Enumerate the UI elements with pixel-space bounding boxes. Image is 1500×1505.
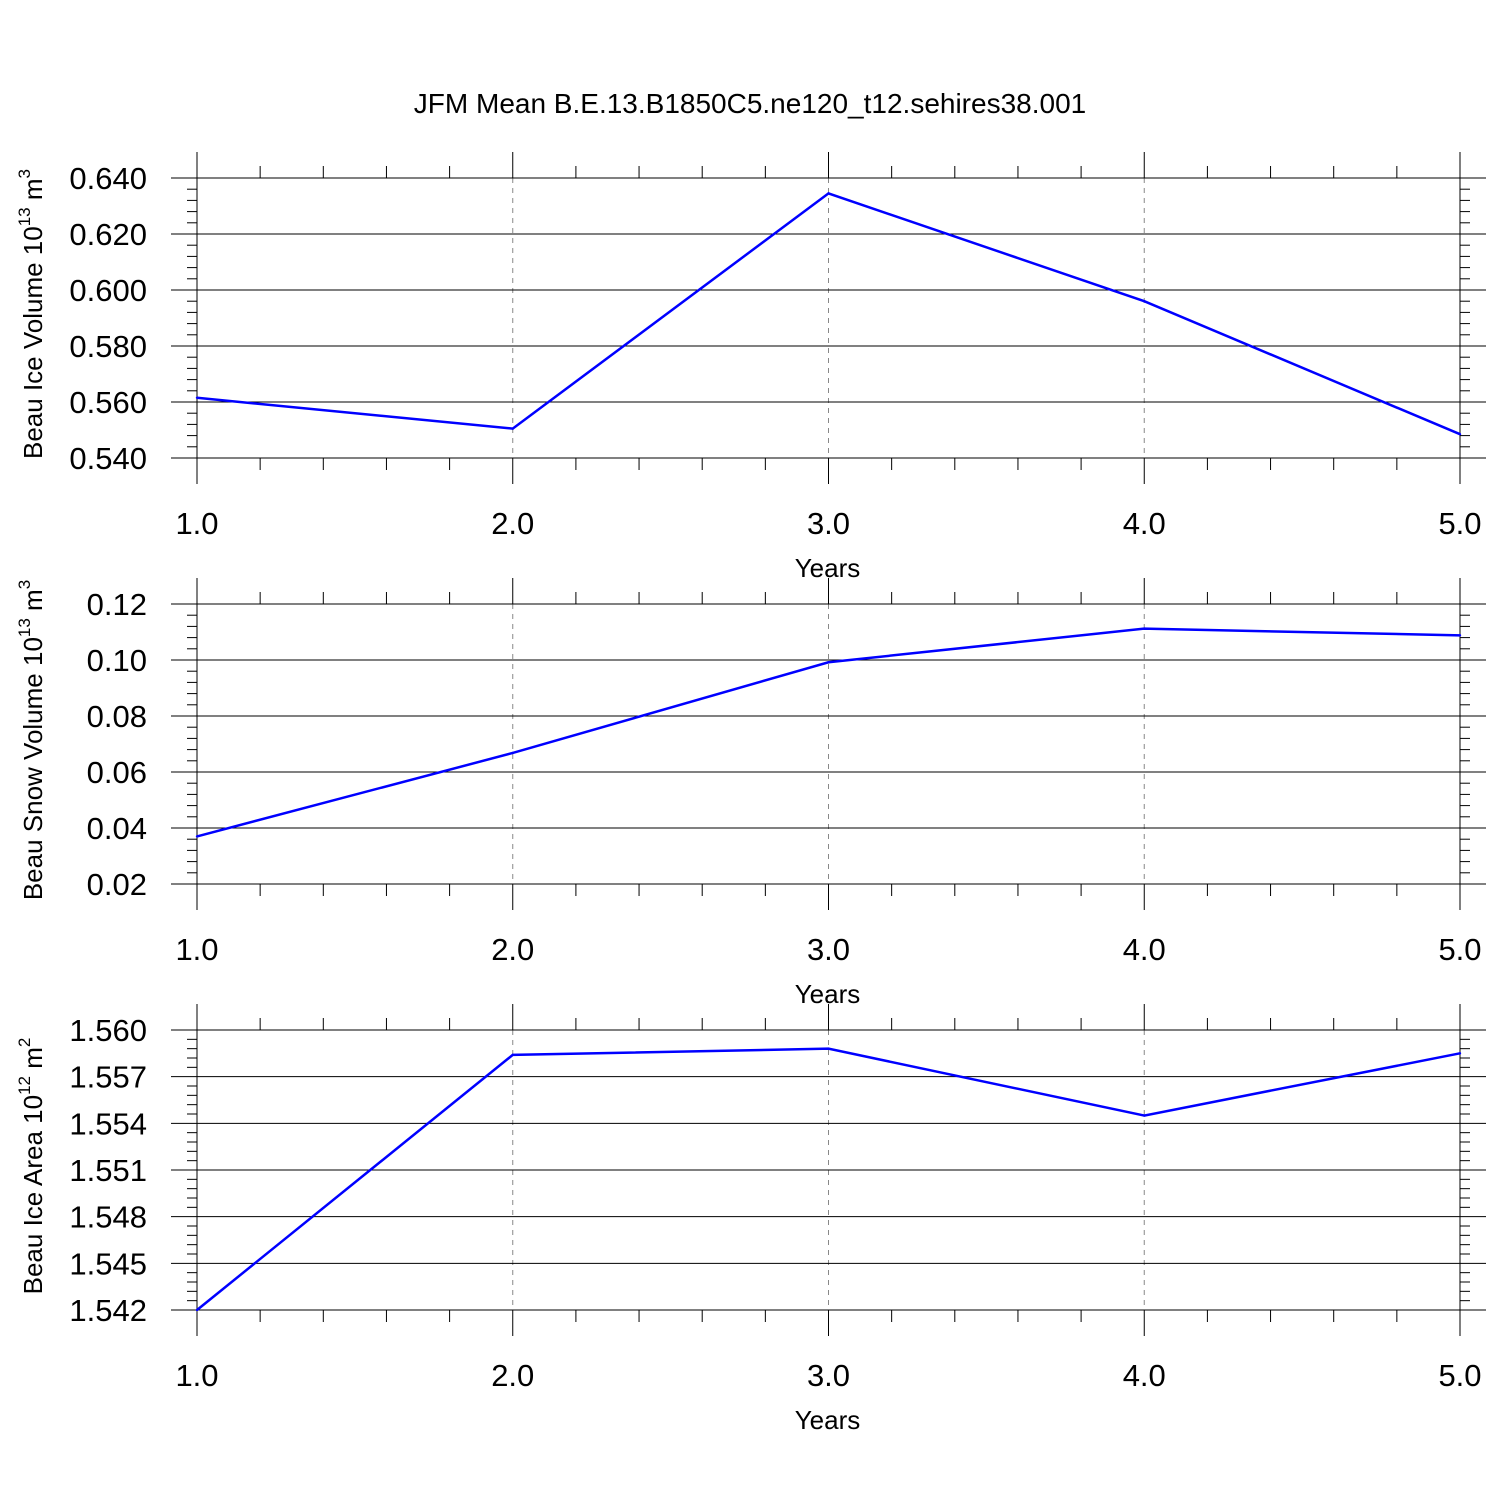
y-tick-label: 0.640 [69, 161, 147, 196]
y-tick-label: 0.580 [69, 329, 147, 364]
y-tick-label: 0.12 [87, 587, 147, 622]
x-axis-title: Years [795, 553, 861, 583]
data-point [1458, 1052, 1462, 1055]
data-point [511, 751, 514, 755]
y-tick-label: 0.560 [69, 385, 147, 420]
y-tick-label: 0.06 [87, 755, 147, 790]
data-point [511, 1053, 514, 1057]
x-axis-title: Years [795, 1405, 861, 1435]
y-tick-label: 0.600 [69, 273, 147, 308]
data-point [1143, 627, 1146, 630]
data-point [827, 661, 830, 664]
x-tick-label: 2.0 [491, 932, 534, 967]
data-point [1143, 1114, 1146, 1117]
x-tick-label: 1.0 [175, 1358, 218, 1393]
panel-3: 1.542 1.545 1.548 1.551 1.554 1.557 1.560 1.0 2.… [15, 1004, 1486, 1435]
y-tick-label: 1.554 [69, 1106, 147, 1141]
x-tick-label: 1.0 [175, 932, 218, 967]
x-tick-label: 2.0 [491, 1358, 534, 1393]
x-tick-label: 4.0 [1123, 506, 1166, 541]
data-point [1143, 300, 1146, 303]
y-axis-title-unit-exponent: 2 [15, 1038, 34, 1047]
y-axis-title-text: Beau Snow Volume 10 [18, 637, 48, 900]
y-axis-title-unit: m [18, 1047, 48, 1076]
y-axis-title: Beau Snow Volume 1013 m3 [15, 580, 48, 900]
y-tick-label: 0.540 [69, 441, 147, 476]
data-point [195, 396, 199, 399]
x-tick-label: 3.0 [807, 932, 850, 967]
y-tick-label: 1.548 [69, 1200, 147, 1235]
x-tick-label: 3.0 [807, 1358, 850, 1393]
x-tick-label: 5.0 [1438, 506, 1481, 541]
y-tick-label: 1.560 [69, 1013, 147, 1048]
x-tick-label: 1.0 [175, 506, 218, 541]
x-tick-label: 4.0 [1123, 1358, 1166, 1393]
x-tick-label: 5.0 [1438, 1358, 1481, 1393]
x-tick-label: 4.0 [1123, 932, 1166, 967]
y-tick-label: 1.542 [69, 1293, 147, 1328]
y-axis-title-unit-exponent: 3 [15, 169, 34, 178]
panel-1: 0.540 0.560 0.580 0.600 0.620 0.640 1.0 2.0 3.0 4… [15, 152, 1486, 583]
data-point [827, 1047, 830, 1050]
y-tick-label: 1.557 [69, 1060, 147, 1095]
panel-2: 0.02 0.04 0.06 0.08 0.10 0.12 1.0 2.0 3.0 4.0 5.0 Y… [15, 578, 1486, 1009]
data-point [1458, 433, 1462, 436]
y-axis-title-exponent: 12 [15, 1076, 34, 1095]
y-axis-title-unit: m [18, 178, 48, 207]
y-tick-label: 1.545 [69, 1246, 147, 1281]
chart-title: JFM Mean B.E.13.B1850C5.ne120_t12.sehire… [413, 88, 1087, 119]
data-point [511, 427, 514, 430]
y-tick-label: 0.04 [87, 811, 147, 846]
y-tick-label: 0.620 [69, 217, 147, 252]
y-tick-label: 0.10 [87, 643, 147, 678]
x-tick-label: 2.0 [491, 506, 534, 541]
y-axis-title: Beau Ice Volume 1013 m3 [15, 169, 48, 459]
data-point [195, 1308, 199, 1312]
y-axis-title-unit-exponent: 3 [15, 580, 34, 589]
y-axis-title-exponent: 13 [15, 618, 34, 637]
y-axis-title-text: Beau Ice Area 10 [18, 1095, 48, 1294]
data-point [195, 835, 199, 838]
y-tick-label: 1.551 [69, 1153, 147, 1188]
y-axis-title: Beau Ice Area 1012 m2 [15, 1038, 48, 1295]
data-point [1458, 634, 1462, 637]
y-axis-title-text: Beau Ice Volume 10 [18, 226, 48, 459]
y-axis-title-unit: m [18, 589, 48, 618]
x-axis-title: Years [795, 979, 861, 1009]
x-tick-label: 3.0 [807, 506, 850, 541]
x-tick-label: 5.0 [1438, 932, 1481, 967]
data-point [827, 192, 830, 195]
y-tick-label: 0.08 [87, 699, 147, 734]
y-tick-label: 0.02 [87, 867, 147, 902]
y-axis-title-exponent: 13 [15, 207, 34, 226]
